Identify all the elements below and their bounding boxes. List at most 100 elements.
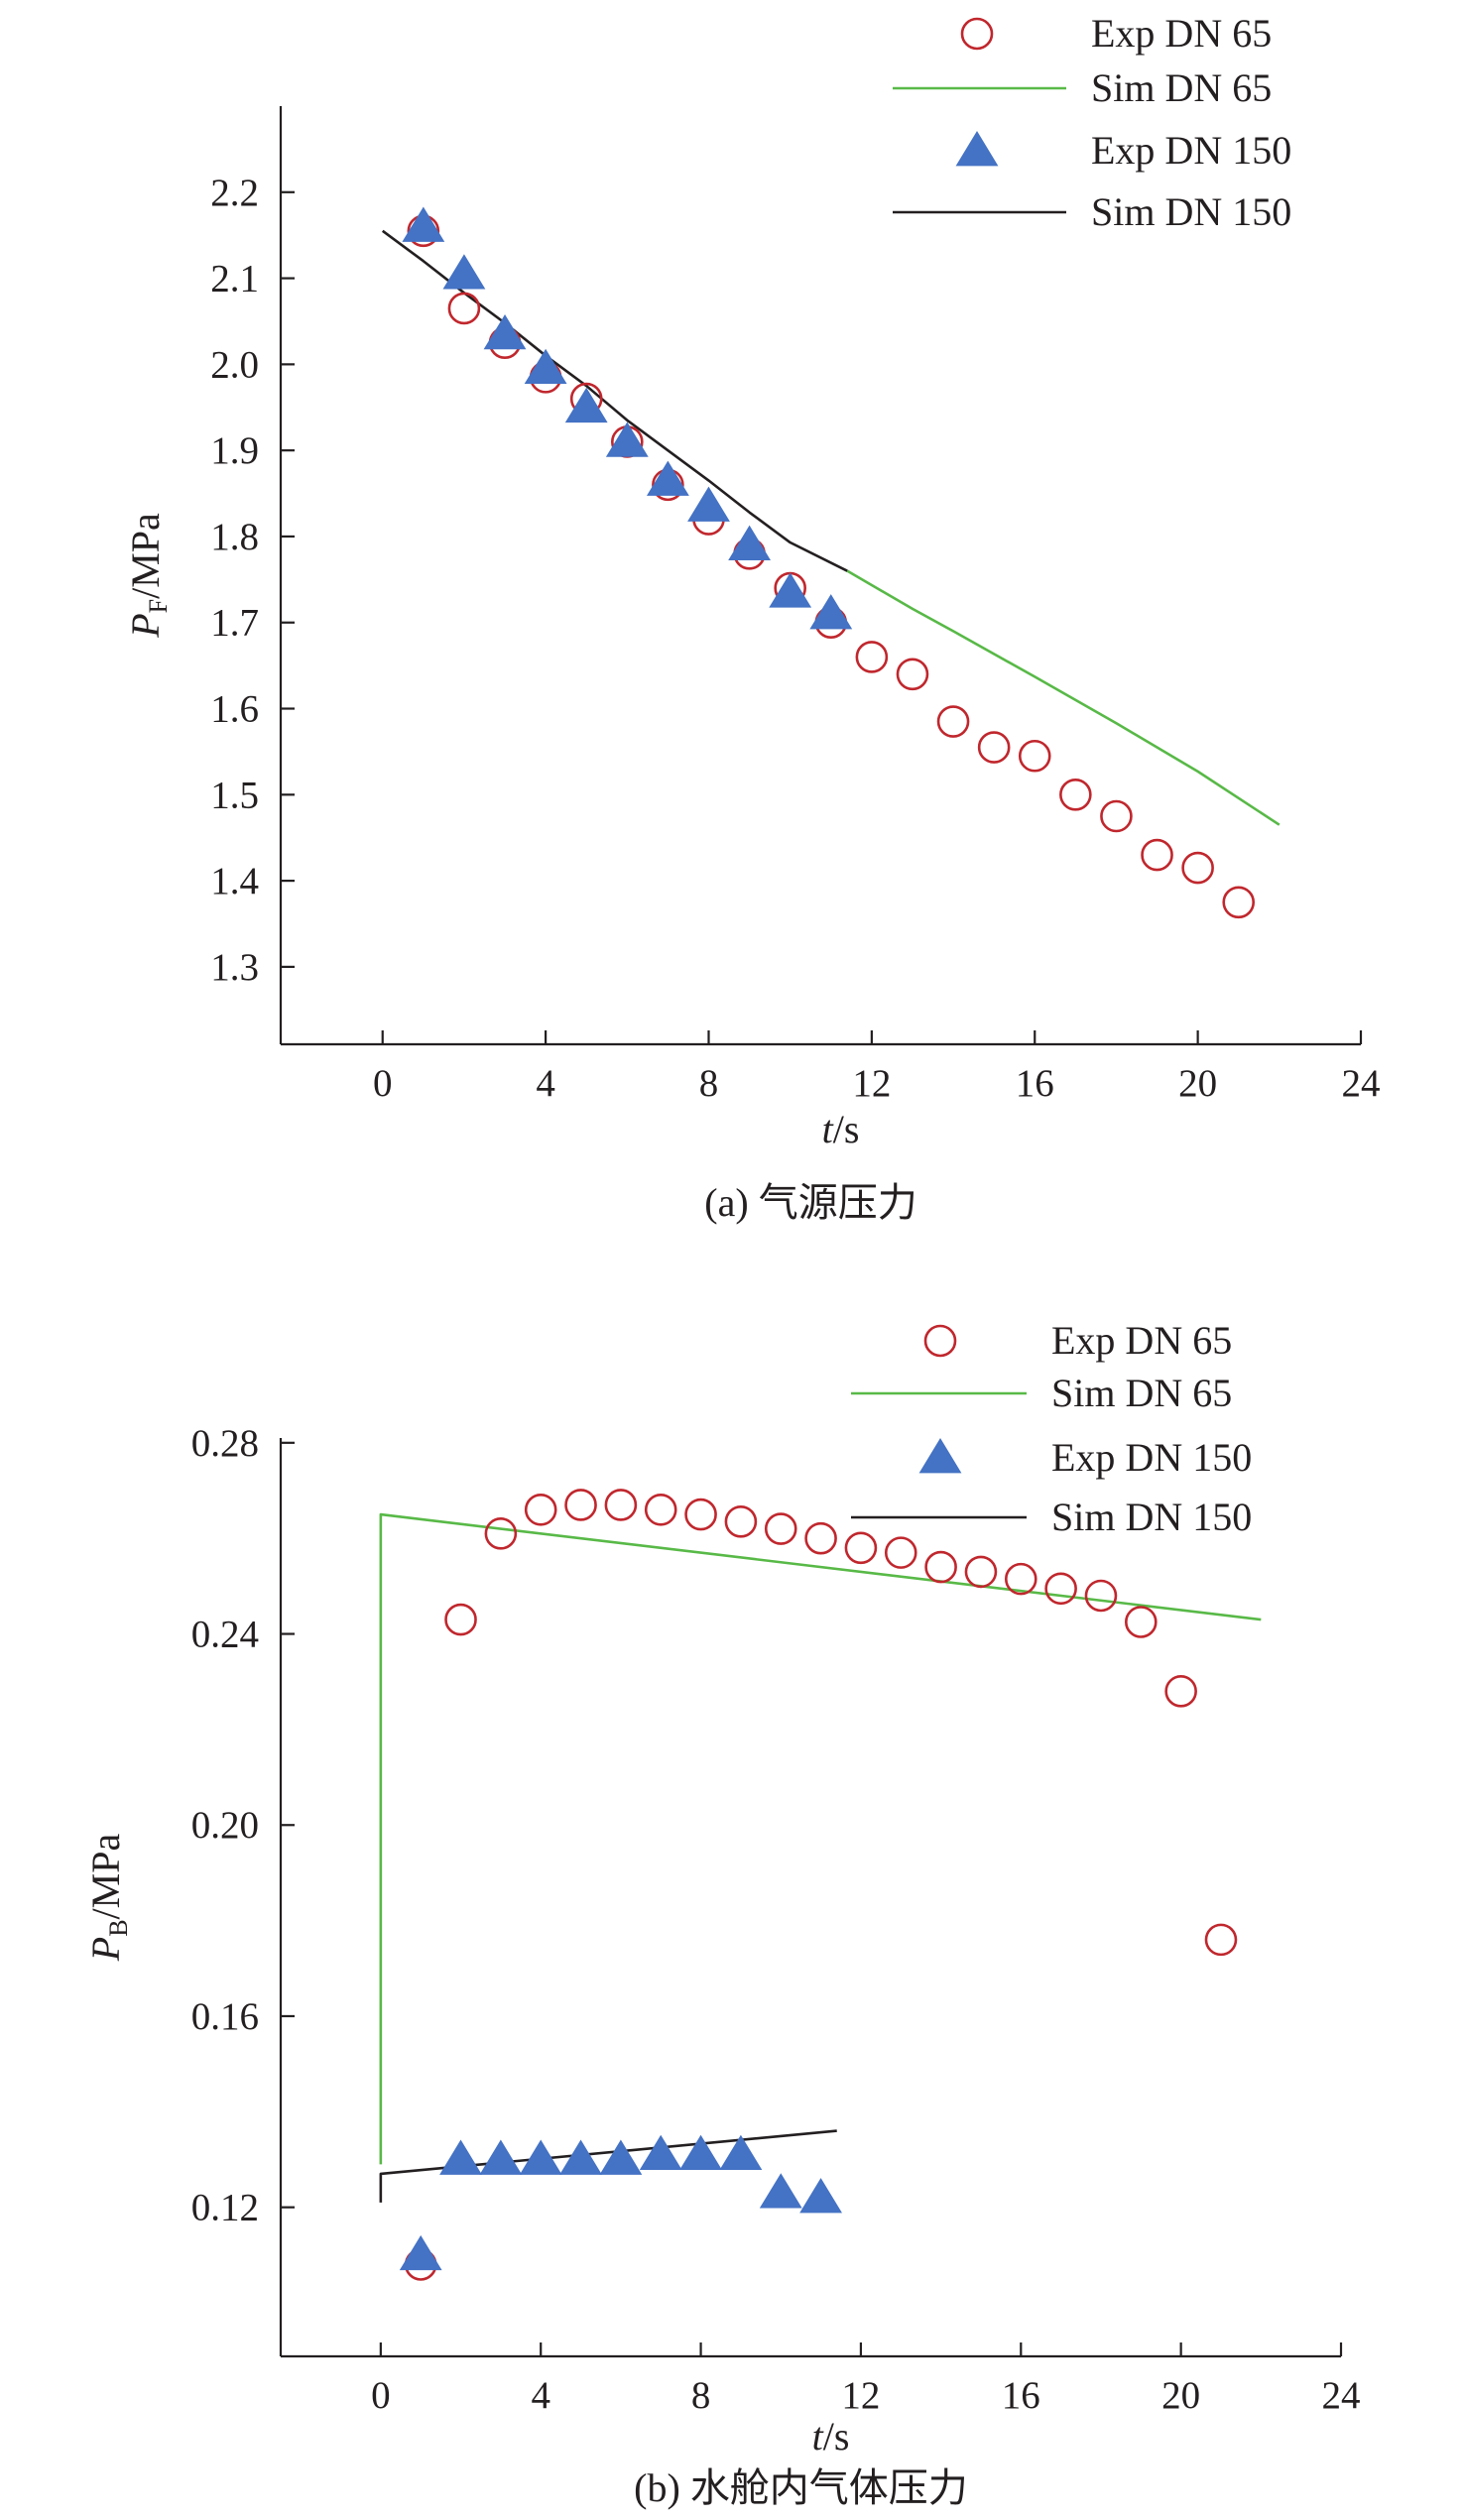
legend-label: Sim DN 150 <box>1091 189 1291 234</box>
data-point <box>679 2134 722 2171</box>
data-point <box>524 348 567 385</box>
data-point <box>964 1555 998 1589</box>
data-point <box>639 2134 682 2171</box>
figure-caption: (a) 气源压力 <box>704 1180 916 1225</box>
series-line-sim-dn-150 <box>379 2129 837 2203</box>
y-axis-subscript: F <box>144 599 173 613</box>
x-tick-label: 0 <box>373 1062 393 1105</box>
data-point <box>896 658 929 691</box>
x-axis-title: t/s <box>822 1107 860 1151</box>
x-tick-label: 16 <box>1016 1062 1054 1105</box>
x-tick-label: 8 <box>699 1062 719 1105</box>
data-point <box>402 206 445 242</box>
data-point <box>439 2139 482 2175</box>
figure-caption: (b) 水舱内气体压力 <box>634 2465 968 2510</box>
x-tick-label: 12 <box>852 1062 891 1105</box>
legend-label: Exp DN 65 <box>1051 1318 1232 1363</box>
y-tick-label: 1.6 <box>210 688 259 731</box>
y-tick-label: 0.20 <box>191 1804 259 1847</box>
series-line-sim-dn-65 <box>379 1512 1262 2165</box>
y-tick-label: 0.28 <box>191 1422 259 1465</box>
y-tick-label: 1.7 <box>210 602 259 645</box>
x-tick-label: 24 <box>1322 2374 1361 2417</box>
data-point <box>524 1493 557 1526</box>
legend-marker <box>923 1324 957 1358</box>
y-axis-title: PB/MPa <box>83 1834 133 1963</box>
x-tick-label: 4 <box>531 2374 550 2417</box>
y-tick-label: 0.12 <box>191 2187 259 2229</box>
data-point <box>604 1489 638 1521</box>
data-point <box>1018 739 1051 773</box>
data-point <box>977 731 1011 764</box>
data-point <box>484 1517 518 1550</box>
y-tick-label: 1.8 <box>210 516 259 558</box>
y-tick-label: 0.24 <box>191 1614 259 1656</box>
data-point <box>728 525 771 560</box>
y-axis-unit: /MPa <box>83 1834 128 1920</box>
data-point <box>599 2139 643 2175</box>
data-point <box>1044 1572 1077 1606</box>
x-axis-var: t <box>822 1107 834 1151</box>
data-point <box>809 594 853 630</box>
y-tick-label: 1.5 <box>210 774 259 816</box>
data-point <box>447 292 481 325</box>
y-tick-label: 1.4 <box>210 860 259 902</box>
data-point <box>759 2173 802 2209</box>
y-tick-label: 2.1 <box>210 258 259 300</box>
y-axis-title: PF/MPa <box>123 513 173 639</box>
y-axis-var: P <box>83 1937 128 1962</box>
chart-panel-b: 0 4 8 12 16 20 24 0.12 0.16 0.20 0.24 0.28 t/s PB/MPa… <box>83 1318 1361 2510</box>
legend-label: Exp DN 65 <box>1091 11 1272 56</box>
data-point <box>1141 838 1173 872</box>
x-tick-label: 12 <box>841 2374 880 2417</box>
y-tick-label: 0.16 <box>191 1995 259 2038</box>
data-point <box>1222 886 1256 919</box>
legend-label: Exp DN 150 <box>1091 128 1291 173</box>
data-point <box>605 421 649 457</box>
y-tick-label: 1.9 <box>210 429 259 472</box>
data-point <box>799 2178 842 2214</box>
y-tick-label: 1.3 <box>210 946 259 989</box>
data-point <box>1181 851 1214 885</box>
data-point <box>559 2139 602 2175</box>
data-point <box>684 1498 717 1531</box>
legend-label: Sim DN 65 <box>1091 65 1272 110</box>
data-point <box>724 1505 758 1538</box>
data-point <box>719 2134 763 2171</box>
series-exp-dn-65 <box>407 214 1256 919</box>
x-tick-label: 0 <box>371 2374 391 2417</box>
data-point <box>855 641 889 673</box>
x-axis-unit: /s <box>823 2414 850 2459</box>
data-point <box>1100 799 1133 833</box>
x-axis-var: t <box>812 2414 824 2459</box>
data-point <box>769 572 812 608</box>
data-point <box>399 2234 442 2271</box>
legend-label: Exp DN 150 <box>1051 1435 1252 1480</box>
data-point <box>884 1536 917 1569</box>
legend-label: Sim DN 65 <box>1051 1371 1232 1415</box>
y-axis-var: P <box>123 613 168 638</box>
data-point <box>444 1603 477 1636</box>
y-tick-label: 2.0 <box>210 343 259 386</box>
data-point <box>1125 1606 1158 1638</box>
data-point <box>1059 779 1092 811</box>
legend-marker <box>918 1438 962 1474</box>
data-point <box>644 1493 677 1526</box>
legend-marker <box>955 131 999 167</box>
data-point <box>1204 1923 1238 1957</box>
data-point <box>564 387 608 423</box>
data-point <box>687 486 730 522</box>
x-axis-unit: /s <box>833 1107 860 1151</box>
legend: Exp DN 65 Sim DN 65 Exp DN 150 Sim DN 150 <box>851 1318 1252 1539</box>
data-point <box>479 2139 523 2175</box>
data-point <box>764 1512 797 1545</box>
legend-marker <box>960 17 994 51</box>
data-point <box>519 2139 562 2175</box>
x-axis-title: t/s <box>812 2414 850 2459</box>
legend: Exp DN 65 Sim DN 65 Exp DN 150 Sim DN 150 <box>893 11 1291 234</box>
x-tick-label: 16 <box>1002 2374 1040 2417</box>
data-point <box>1004 1562 1037 1596</box>
data-point <box>844 1531 878 1565</box>
